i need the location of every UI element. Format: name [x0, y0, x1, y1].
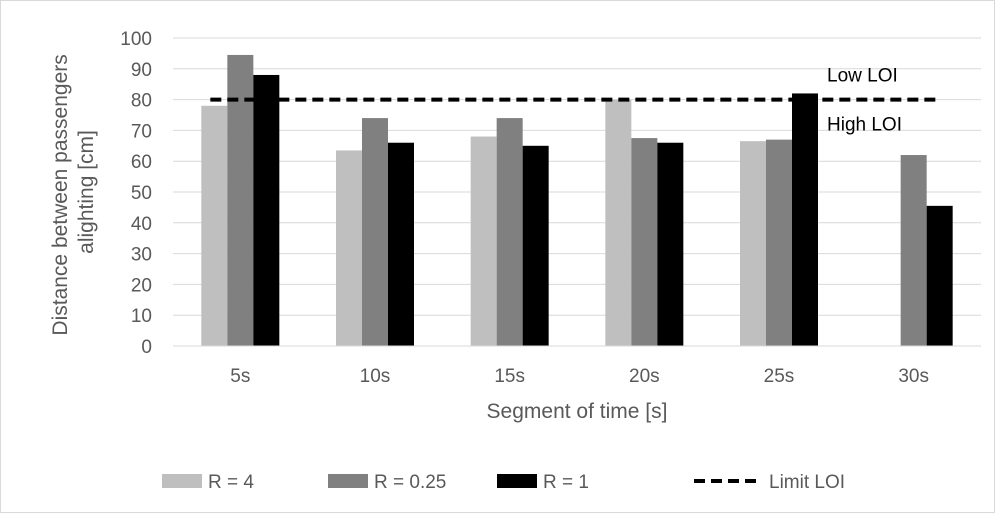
annotation-low-loi: Low LOI — [827, 66, 898, 87]
y-tick-label: 30 — [131, 245, 152, 266]
y-tick-label: 20 — [131, 275, 152, 296]
bar-r-0-25-25s — [766, 139, 792, 346]
bar-r-4-10s — [336, 150, 362, 346]
y-axis-title-line-1: Distance between passengers — [49, 54, 72, 335]
x-axis-title: Segment of time [s] — [487, 400, 668, 423]
y-tick-label: 90 — [131, 60, 152, 81]
y-tick-label: 100 — [120, 29, 152, 50]
bar-r-0-25-5s — [227, 54, 254, 346]
y-tick-label: 0 — [141, 337, 152, 358]
legend-swatch — [328, 474, 368, 488]
legend-label: R = 4 — [208, 472, 254, 493]
bar-r-1-30s — [926, 205, 953, 346]
legend: R = 4 R = 0.25 R = 1 Limit LOI — [162, 472, 845, 493]
y-tick-label: 80 — [131, 91, 152, 112]
y-axis-ticks: 0 10 20 30 40 50 60 70 80 90 100 — [120, 29, 152, 358]
bar-r-4-5s — [201, 105, 228, 346]
x-tick-label: 25s — [764, 366, 795, 387]
bar-r-1-25s — [792, 93, 818, 346]
legend-swatch — [497, 474, 537, 488]
legend-label: R = 1 — [543, 472, 589, 493]
bar-r-1-15s — [522, 145, 549, 346]
x-axis-ticks: 5s 10s 15s 20s 25s 30s — [230, 366, 929, 387]
bar-r-0-25-10s — [362, 118, 388, 346]
y-tick-label: 70 — [131, 121, 152, 142]
bar-r-1-20s — [657, 142, 684, 346]
bar-r-0-25-15s — [496, 118, 523, 346]
y-axis-title-line-2: alighting [cm] — [75, 130, 98, 254]
bar-r-4-15s — [470, 136, 497, 346]
bars — [201, 54, 953, 347]
y-tick-label: 10 — [131, 306, 152, 327]
legend-swatch — [162, 474, 202, 488]
x-tick-label: 30s — [898, 366, 929, 387]
bar-r-1-10s — [388, 142, 414, 346]
x-tick-label: 15s — [494, 366, 525, 387]
bar-r-4-25s — [740, 141, 766, 346]
x-tick-label: 5s — [230, 366, 250, 387]
legend-label: Limit LOI — [769, 472, 845, 493]
bar-r-1-5s — [253, 74, 280, 347]
y-axis-title: Distance between passengers alighting [c… — [49, 48, 98, 335]
legend-label: R = 0.25 — [374, 472, 446, 493]
y-tick-label: 40 — [131, 214, 152, 235]
x-tick-label: 20s — [629, 366, 660, 387]
bar-r-0-25-30s — [900, 155, 927, 346]
bar-r-0-25-20s — [631, 138, 658, 346]
y-tick-label: 50 — [131, 183, 152, 204]
x-tick-label: 10s — [360, 366, 391, 387]
bar-r-4-20s — [605, 99, 632, 346]
y-tick-label: 60 — [131, 152, 152, 173]
annotation-high-loi: High LOI — [827, 115, 902, 136]
gridlines — [173, 37, 981, 316]
